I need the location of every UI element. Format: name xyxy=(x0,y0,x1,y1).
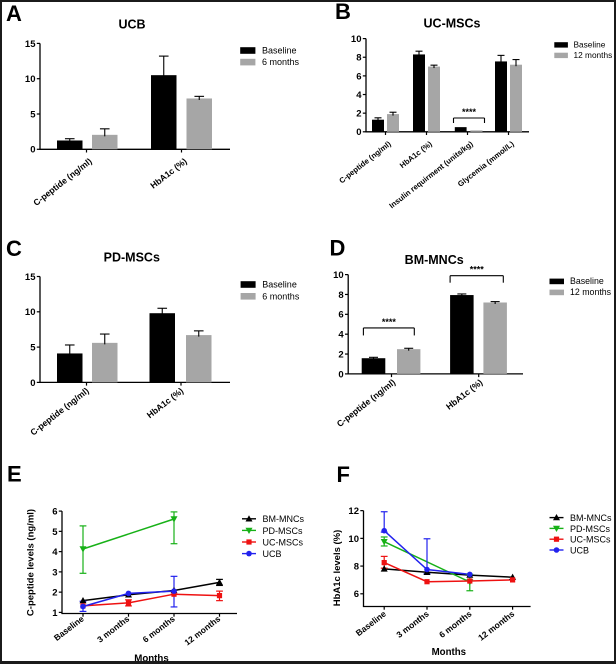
svg-text:BM-MNCs: BM-MNCs xyxy=(263,514,305,524)
svg-text:Months: Months xyxy=(432,647,466,658)
svg-text:8: 8 xyxy=(356,53,361,64)
svg-text:HbA1c (%): HbA1c (%) xyxy=(145,386,185,421)
svg-text:5: 5 xyxy=(30,109,36,120)
svg-text:15: 15 xyxy=(25,272,36,283)
svg-text:0: 0 xyxy=(356,127,361,138)
svg-text:HbA1c levels (%): HbA1c levels (%) xyxy=(332,530,343,607)
svg-text:Baseline: Baseline xyxy=(262,280,297,290)
svg-text:HbA1c (%): HbA1c (%) xyxy=(398,139,434,170)
svg-text:5: 5 xyxy=(52,527,58,538)
svg-text:12 months: 12 months xyxy=(476,609,516,643)
svg-text:12: 12 xyxy=(348,506,359,517)
svg-text:10: 10 xyxy=(25,307,36,318)
svg-text:UCB: UCB xyxy=(263,549,282,559)
svg-text:HbA1c (%): HbA1c (%) xyxy=(444,377,484,412)
svg-text:2: 2 xyxy=(52,588,57,599)
svg-text:6 months: 6 months xyxy=(262,291,300,301)
svg-text:C: C xyxy=(6,236,22,261)
svg-text:A: A xyxy=(6,2,22,26)
svg-text:12 months: 12 months xyxy=(182,613,222,647)
svg-text:Months: Months xyxy=(134,654,168,664)
svg-text:0: 0 xyxy=(30,145,35,156)
svg-text:8: 8 xyxy=(354,561,359,572)
svg-text:****: **** xyxy=(382,317,397,327)
svg-text:10: 10 xyxy=(333,270,344,281)
svg-text:15: 15 xyxy=(25,39,36,50)
svg-text:0: 0 xyxy=(338,369,343,380)
svg-text:E: E xyxy=(7,462,22,487)
svg-text:4: 4 xyxy=(338,330,344,341)
svg-text:C-peptide levels (ng/ml): C-peptide levels (ng/ml) xyxy=(26,509,37,616)
svg-text:8: 8 xyxy=(338,290,343,301)
svg-text:6: 6 xyxy=(52,507,57,518)
svg-text:C-peptide (ng/ml): C-peptide (ng/ml) xyxy=(31,156,94,208)
svg-text:3 months: 3 months xyxy=(95,613,131,644)
svg-text:BM-MNCs: BM-MNCs xyxy=(405,253,464,267)
svg-text:****: **** xyxy=(462,107,477,117)
svg-text:2: 2 xyxy=(356,109,361,120)
svg-text:6: 6 xyxy=(356,71,361,82)
svg-text:4: 4 xyxy=(52,547,58,558)
svg-text:3: 3 xyxy=(52,567,57,578)
svg-text:Baseline: Baseline xyxy=(570,276,604,286)
svg-text:****: **** xyxy=(470,265,485,275)
svg-text:UCB: UCB xyxy=(118,18,145,32)
svg-text:UCB: UCB xyxy=(570,545,589,555)
svg-text:PD-MSCs: PD-MSCs xyxy=(570,524,610,534)
svg-text:PD-MSCs: PD-MSCs xyxy=(104,251,160,265)
svg-text:Baseline: Baseline xyxy=(574,39,606,49)
svg-text:BM-MNCs: BM-MNCs xyxy=(570,513,612,523)
svg-text:10: 10 xyxy=(348,534,359,545)
svg-text:C-peptide (ng/ml): C-peptide (ng/ml) xyxy=(337,139,393,185)
svg-text:3 months: 3 months xyxy=(394,609,431,640)
svg-text:1: 1 xyxy=(52,608,58,619)
svg-text:6 months: 6 months xyxy=(437,609,474,640)
svg-text:Baseline: Baseline xyxy=(262,46,297,56)
svg-text:UC-MSCs: UC-MSCs xyxy=(263,537,304,547)
svg-text:6 months: 6 months xyxy=(141,613,177,644)
svg-text:HbA1c (%): HbA1c (%) xyxy=(148,156,188,191)
svg-text:Insulin requirment (units/kg): Insulin requirment (units/kg) xyxy=(387,139,475,210)
svg-text:6: 6 xyxy=(338,310,343,321)
svg-text:4: 4 xyxy=(356,90,362,101)
svg-text:0: 0 xyxy=(30,378,35,389)
svg-text:5: 5 xyxy=(30,343,36,354)
svg-text:2: 2 xyxy=(338,349,343,360)
svg-text:12 months: 12 months xyxy=(574,50,613,60)
svg-text:UC-MSCs: UC-MSCs xyxy=(424,17,481,31)
svg-text:6 months: 6 months xyxy=(262,57,300,67)
svg-text:12 months: 12 months xyxy=(570,287,612,297)
svg-text:C-peptide (ng/ml): C-peptide (ng/ml) xyxy=(28,386,91,438)
svg-text:D: D xyxy=(330,236,346,261)
svg-text:10: 10 xyxy=(25,74,36,85)
svg-text:B: B xyxy=(335,2,351,24)
svg-text:F: F xyxy=(337,462,350,487)
svg-text:Baseline: Baseline xyxy=(354,609,388,639)
svg-text:10: 10 xyxy=(351,34,362,45)
svg-text:C-peptide (ng/ml): C-peptide (ng/ml) xyxy=(335,377,398,429)
svg-text:UC-MSCs: UC-MSCs xyxy=(570,535,611,545)
svg-text:6: 6 xyxy=(354,589,359,600)
svg-text:PD-MSCs: PD-MSCs xyxy=(263,526,303,536)
